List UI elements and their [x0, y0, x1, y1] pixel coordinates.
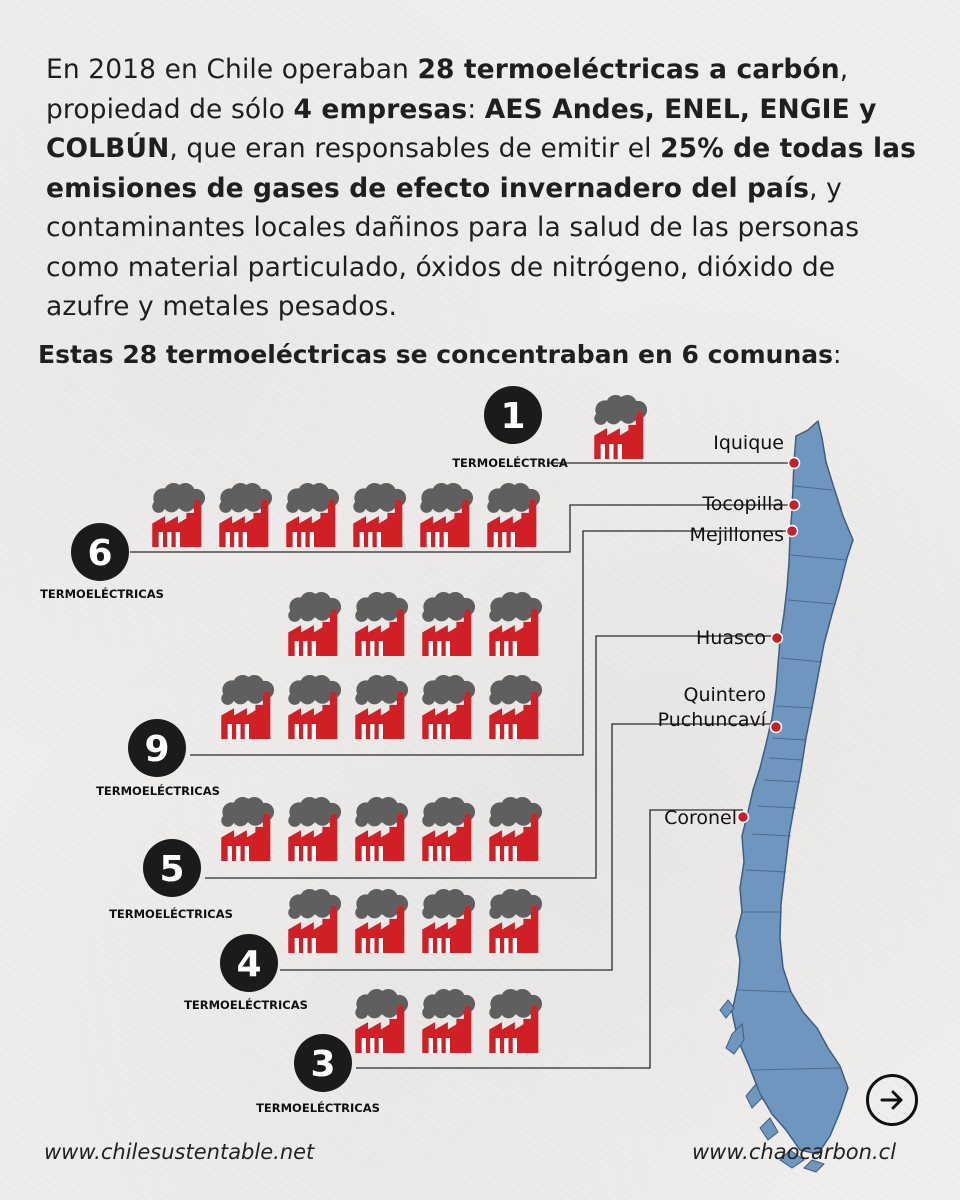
- city-label: Tocopilla: [701, 493, 784, 515]
- next-slide-button[interactable]: [866, 1074, 918, 1126]
- intro-paragraph: En 2018 en Chile operaban 28 termoeléctr…: [46, 54, 917, 322]
- city-label: Puchuncaví: [658, 709, 767, 731]
- city-label: Iquique: [713, 432, 784, 454]
- count-badge: [484, 386, 542, 444]
- factory-smoke-icon: [152, 483, 206, 547]
- city-dot: [736, 810, 750, 824]
- count-caption: TERMOELÉCTRICAS: [40, 586, 164, 601]
- factory-smoke-icon: [422, 592, 476, 656]
- factory-smoke-icon: [221, 675, 275, 739]
- connector-line: [280, 723, 776, 971]
- city-dot: [787, 456, 801, 470]
- count-badge: [294, 1034, 352, 1092]
- factory-smoke-icon: [489, 889, 543, 953]
- city-dot: [787, 498, 801, 512]
- factory-smoke-icon: [489, 675, 543, 739]
- chile-map: [719, 420, 854, 1173]
- footer-link-chaocarbon[interactable]: www.chaocarbon.cl: [692, 1140, 897, 1164]
- count-badge: [220, 934, 278, 992]
- count-badge: [143, 839, 201, 897]
- factory-smoke-icon: [422, 797, 476, 861]
- footer-link-chilesustentable[interactable]: www.chilesustentable.net: [44, 1140, 315, 1164]
- count-caption: TERMOELÉCTRICAS: [256, 1100, 380, 1115]
- factory-smoke-icon: [422, 675, 476, 739]
- connector-line: [205, 635, 777, 879]
- city-label: Huasco: [696, 627, 766, 649]
- factory-smoke-icon: [288, 592, 342, 656]
- factory-smoke-icon: [353, 483, 407, 547]
- city-dot: [785, 524, 799, 538]
- count-number: 5: [159, 849, 184, 890]
- count-number: 4: [236, 944, 261, 985]
- factory-smoke-icon: [221, 797, 275, 861]
- arrow-right-icon: [880, 1090, 903, 1110]
- count-caption: TERMOELÉCTRICAS: [96, 783, 220, 798]
- factory-smoke-icon: [594, 395, 648, 459]
- chile-map-shape: [731, 420, 854, 1155]
- count-caption: TERMOELÉCTRICA: [452, 455, 568, 470]
- factory-smoke-icon: [487, 483, 541, 547]
- factory-smoke-icon: [288, 675, 342, 739]
- factory-smoke-icon: [288, 889, 342, 953]
- factory-smoke-icon: [489, 592, 543, 656]
- count-badge: [71, 523, 129, 581]
- factory-smoke-icon: [489, 989, 543, 1053]
- count-caption: TERMOELÉCTRICAS: [109, 906, 233, 921]
- connector-line: [130, 504, 794, 553]
- factory-smoke-icon: [355, 889, 409, 953]
- connector-lines: [130, 462, 794, 1069]
- factory-smoke-icon: [219, 483, 273, 547]
- factory-smoke-icon: [489, 797, 543, 861]
- factory-smoke-icon: [422, 889, 476, 953]
- count-badge: [128, 719, 186, 777]
- count-caption: TERMOELÉCTRICAS: [184, 997, 308, 1012]
- count-number: 1: [500, 396, 525, 437]
- factory-smoke-icon: [355, 797, 409, 861]
- factory-smoke-icon: [420, 483, 474, 547]
- factory-smoke-icon: [286, 483, 340, 547]
- city-label: Quintero: [684, 684, 766, 706]
- count-number: 9: [144, 729, 169, 770]
- count-number: 3: [310, 1044, 335, 1085]
- count-number: 6: [87, 533, 112, 574]
- city-dot: [769, 720, 783, 734]
- city-markers: Iquique Tocopilla Mejillones Huasco Quintero…: [658, 432, 801, 829]
- city-label: Coronel: [664, 807, 737, 829]
- connector-line: [190, 530, 792, 756]
- factory-smoke-icon: [355, 592, 409, 656]
- city-label: Mejillones: [690, 524, 784, 546]
- section-subtitle: Estas 28 termoeléctricas se concentraban…: [38, 340, 842, 369]
- connector-line: [356, 809, 743, 1069]
- factory-smoke-icon: [355, 675, 409, 739]
- factory-smoke-icon: [422, 989, 476, 1053]
- count-badges: 1 TERMOELÉCTRICA 6 TERMOELÉCTRICAS 9 TERMOELÉ…: [40, 386, 568, 1115]
- factory-smoke-icon: [355, 989, 409, 1053]
- city-dot: [770, 631, 784, 645]
- factory-smoke-icon: [288, 797, 342, 861]
